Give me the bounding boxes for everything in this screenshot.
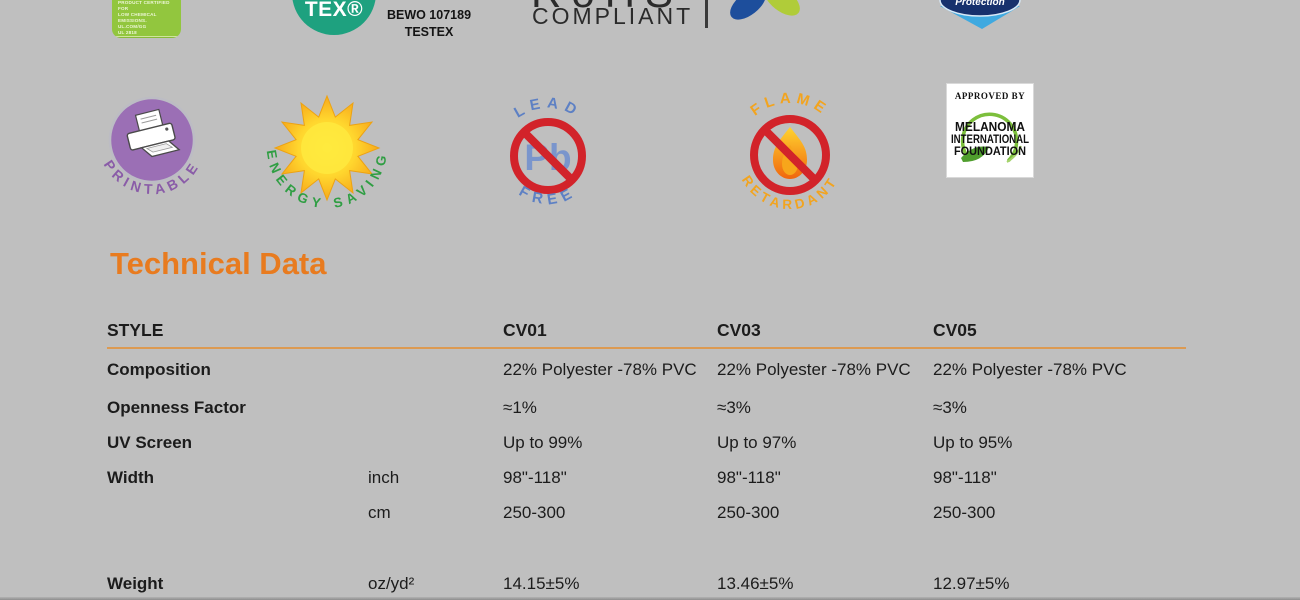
row-label: Weight	[107, 573, 164, 593]
oeko-tex-badge: TEX®	[292, 0, 376, 35]
energy-saving-badge: ENERGY SAVING	[264, 94, 385, 211]
flame-retardant-badge: FLAME RETARDANT	[739, 90, 837, 212]
greenguard-line: LOW CHEMICAL EMISSIONS.	[118, 11, 157, 23]
melanoma-line3: FOUNDATION	[954, 144, 1026, 158]
svg-text:LEAD: LEAD	[511, 94, 584, 121]
row-unit: oz/yd²	[368, 573, 415, 593]
cell-value: 13.46±5%	[717, 573, 794, 593]
uv-protection-badge: Protection	[939, 0, 1021, 29]
section-title: Technical Data	[110, 246, 327, 281]
melanoma-approved-label: APPROVED BY	[955, 91, 1025, 101]
table-header-row: STYLE CV01 CV03 CV05	[107, 313, 1186, 349]
cell-value: 22% Polyester -78% PVC	[933, 359, 1127, 379]
no-symbol-icon	[750, 115, 830, 195]
cell-value: 250-300	[933, 502, 996, 522]
bottom-edge-strip	[0, 597, 1300, 600]
cell-value: 12.97±5%	[933, 573, 1010, 593]
melanoma-line2: INTERNATIONAL	[951, 134, 1029, 146]
table-row-width-cm: cm 250-300 250-300 250-300	[107, 495, 1186, 530]
no-symbol-icon	[510, 118, 586, 194]
rohs-title: RoHS	[531, 0, 683, 17]
lead-free-top-label: LEAD	[511, 94, 578, 121]
cell-value: ≈3%	[717, 397, 751, 417]
header-style: STYLE	[107, 319, 164, 340]
table-row-composition: Composition 22% Polyester -78% PVC 22% P…	[107, 349, 1186, 390]
greenguard-text: PRODUCT CERTIFIED FOR LOW CHEMICAL EMISS…	[112, 0, 181, 36]
header-cv01: CV01	[503, 319, 547, 340]
cell-value: 98"-118"	[503, 467, 567, 487]
greenguard-line: UL.COM/GG	[118, 23, 147, 29]
header-cv05: CV05	[933, 319, 977, 340]
row-label: Openness Factor	[107, 397, 246, 417]
cell-value: 98"-118"	[717, 467, 781, 487]
cell-value: ≈3%	[933, 397, 967, 417]
lead-free-badge: Pb LEAD FREE	[510, 94, 586, 209]
oeko-tex-certificate: BEWO 107189 TESTEX	[383, 7, 475, 41]
greenguard-gold-badge: PRODUCT CERTIFIED FOR LOW CHEMICAL EMISS…	[112, 0, 181, 38]
cell-value: 22% Polyester -78% PVC	[503, 359, 697, 379]
header-cv03: CV03	[717, 319, 761, 340]
oeko-tex-institute: TESTEX	[404, 24, 454, 39]
flame-retardant-top-label: FLAME	[747, 90, 827, 120]
table-row-weight: Weight oz/yd² 14.15±5% 13.46±5% 12.97±5%	[107, 566, 1186, 600]
table-row-width-inch: Width inch 98"-118" 98"-118" 98"-118"	[107, 460, 1186, 495]
rohs-compliant-label: COMPLIANT	[532, 3, 694, 29]
row-unit: cm	[368, 502, 391, 522]
row-unit: inch	[368, 467, 400, 487]
oeko-tex-label: TEX®	[304, 0, 364, 21]
svg-text:FLAME: FLAME	[747, 90, 832, 120]
greenguard-line: PRODUCT CERTIFIED FOR	[118, 0, 170, 11]
technical-data-table: STYLE CV01 CV03 CV05 Composition 22% Pol…	[107, 313, 1186, 600]
table-row-openness-factor: Openness Factor ≈1% ≈3% ≈3%	[107, 390, 1186, 425]
printer-icon	[126, 108, 181, 158]
oeko-tex-cert-number: BEWO 107189	[386, 8, 472, 22]
melanoma-line1: MELANOMA	[955, 119, 1026, 134]
rohs-divider	[705, 0, 708, 28]
cell-value: Up to 97%	[717, 432, 797, 452]
row-label: Width	[107, 467, 155, 487]
leaf-swirl-icon	[960, 112, 1022, 163]
table-row-uv-screen: UV Screen Up to 99% Up to 97% Up to 95%	[107, 425, 1186, 460]
rohs-leaves-icon	[730, 0, 800, 20]
cell-value: 14.15±5%	[503, 573, 580, 593]
melanoma-foundation-badge: APPROVED BY MELANOMA INTERNATIONAL FOUND…	[947, 84, 1033, 177]
uv-protection-label: Protection	[955, 0, 1004, 8]
cell-value: 250-300	[717, 502, 780, 522]
greenguard-gold-label: GOLD	[112, 35, 181, 38]
cell-value: 98"-118"	[933, 467, 997, 487]
cell-value: 250-300	[503, 502, 566, 522]
cell-value: Up to 99%	[503, 432, 583, 452]
greenguard-line: UL 2818	[118, 29, 137, 35]
cell-value: 22% Polyester -78% PVC	[717, 359, 911, 379]
row-label: UV Screen	[107, 432, 193, 452]
cell-value: Up to 95%	[933, 432, 1013, 452]
row-label: Composition	[107, 359, 211, 379]
cell-value: ≈1%	[503, 397, 537, 417]
printable-badge: PRINTABLE	[101, 96, 199, 197]
